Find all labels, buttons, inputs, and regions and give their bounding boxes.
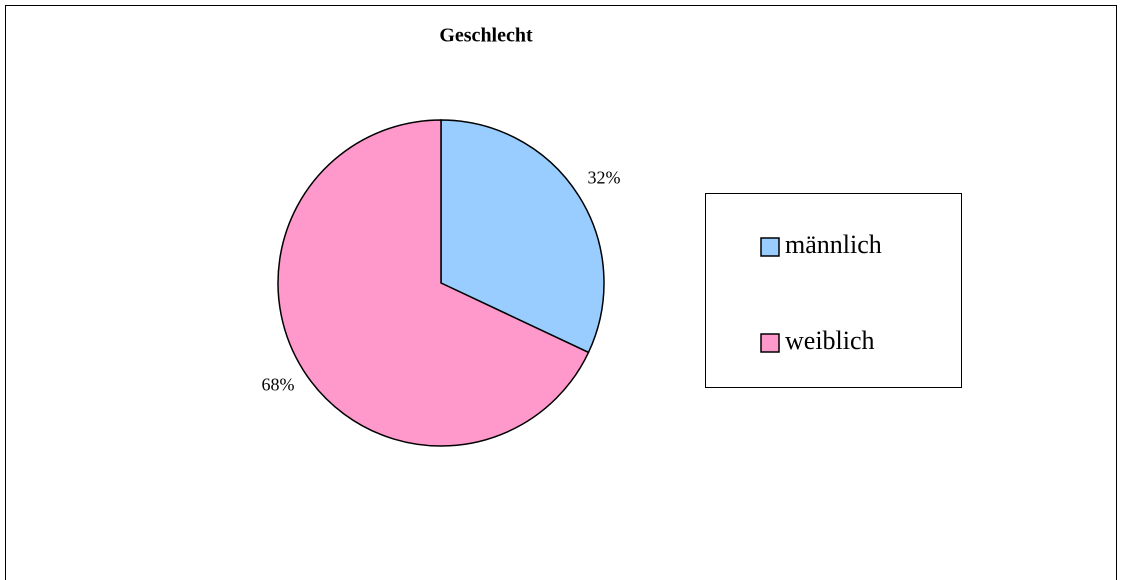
data-label: 32%	[587, 168, 620, 188]
pie-slice	[440, 119, 605, 354]
legend-swatch	[760, 333, 780, 353]
data-label: 68%	[262, 375, 295, 395]
legend-label: männlich	[785, 230, 882, 259]
chart-title: Geschlecht	[439, 25, 533, 47]
legend-label: weiblich	[785, 326, 875, 355]
legend-box	[705, 193, 962, 388]
pie-slice	[277, 119, 590, 447]
legend-swatch	[760, 237, 780, 257]
